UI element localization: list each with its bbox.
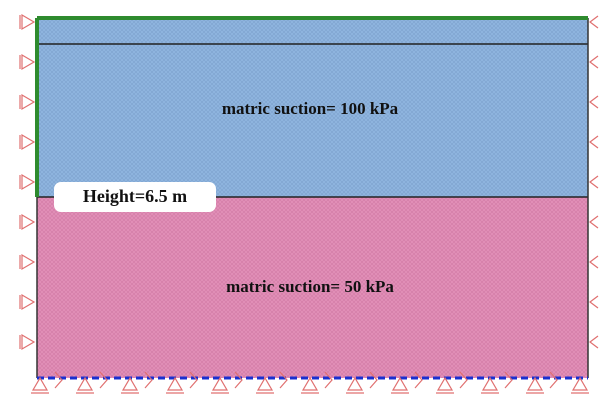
support <box>324 371 333 389</box>
support <box>19 293 36 311</box>
support <box>19 253 36 271</box>
height-label-box <box>54 182 216 212</box>
support <box>589 135 599 149</box>
support <box>19 93 36 111</box>
support <box>504 371 513 389</box>
support <box>549 371 558 389</box>
support <box>31 376 49 394</box>
support <box>414 371 423 389</box>
support <box>121 376 139 394</box>
support <box>19 333 36 351</box>
support <box>589 95 599 109</box>
support <box>19 53 36 71</box>
support <box>54 371 63 389</box>
support <box>256 376 274 394</box>
support <box>589 295 599 309</box>
support <box>211 376 229 394</box>
support <box>76 376 94 394</box>
height-label: Height=6.5 m <box>83 186 187 206</box>
support <box>301 376 319 394</box>
support <box>144 371 153 389</box>
support <box>589 55 599 69</box>
support <box>526 376 544 394</box>
support <box>571 376 589 394</box>
support <box>589 175 599 189</box>
support <box>436 376 454 394</box>
layer-label: matric suction= 50 kPa <box>226 277 394 296</box>
support <box>391 376 409 394</box>
support-symbols <box>19 13 599 394</box>
support <box>279 371 288 389</box>
support <box>19 133 36 151</box>
support <box>19 213 36 231</box>
support <box>481 376 499 394</box>
support <box>234 371 243 389</box>
support <box>346 376 364 394</box>
support <box>589 335 599 349</box>
support <box>589 215 599 229</box>
support <box>19 13 36 31</box>
support <box>99 371 108 389</box>
lower-soil-layer <box>37 197 588 378</box>
support <box>19 173 36 191</box>
support <box>589 15 599 29</box>
layer-label: matric suction= 100 kPa <box>222 99 399 118</box>
support <box>459 371 468 389</box>
support <box>589 255 599 269</box>
support <box>369 371 378 389</box>
support <box>166 376 184 394</box>
upper-soil-layer <box>37 44 588 197</box>
support <box>189 371 198 389</box>
top-thin-layer <box>37 18 588 44</box>
